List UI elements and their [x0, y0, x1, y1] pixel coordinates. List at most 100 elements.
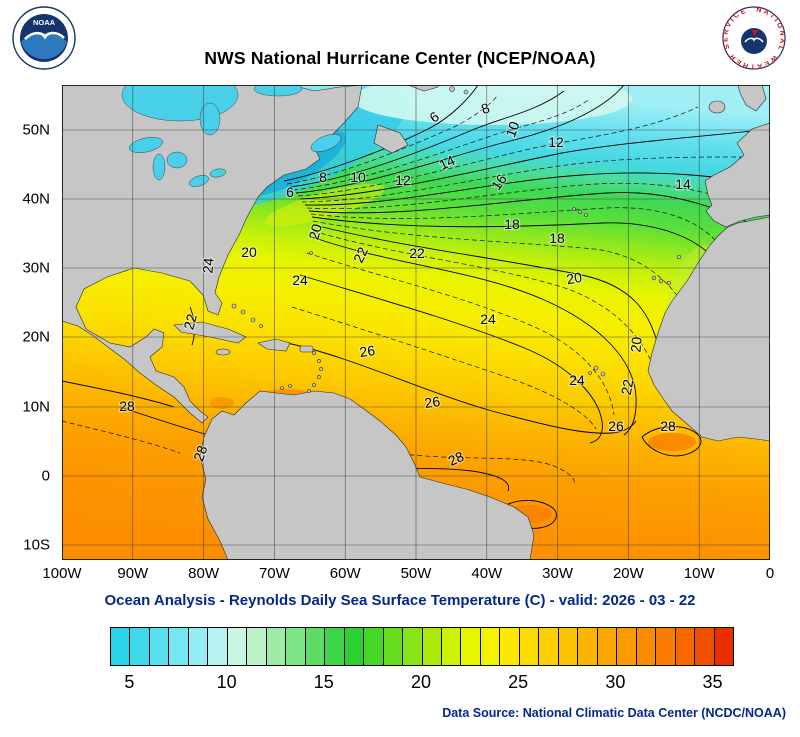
- temperature-colorbar: [110, 627, 734, 666]
- noaa-logo-wave: [21, 33, 67, 60]
- seagull-icon: [744, 37, 764, 43]
- x-axis-tick-10W: 10W: [683, 565, 715, 582]
- nws-logo-flash: [752, 30, 758, 37]
- colorbar-cell: [558, 628, 579, 665]
- colorbar-tick-5: 5: [124, 672, 135, 692]
- colorbar-tick-20: 20: [410, 672, 432, 692]
- contour-label: 22: [618, 378, 636, 396]
- colorbar-tick-25: 25: [508, 672, 529, 692]
- contour-label: 22: [350, 244, 371, 265]
- y-axis-tick-40N: 40N: [22, 190, 50, 208]
- islands: [173, 85, 726, 393]
- colorbar-cell: [188, 628, 209, 665]
- grid-lines: [62, 85, 770, 560]
- page-title: NWS National Hurricane Center (NCEP/NOAA…: [204, 48, 596, 68]
- nws-logo-icon: NATIONAL WEATHER SERVICE: [722, 6, 786, 70]
- colorbar-tick-15: 15: [313, 672, 334, 692]
- contour-label: 20: [305, 222, 325, 241]
- colorbar-cell: [675, 628, 696, 665]
- colorbar-tick-10: 10: [216, 672, 237, 692]
- colorbar-cell: [597, 628, 618, 665]
- colorbar-cell: [111, 628, 131, 665]
- colorbar-cell: [169, 628, 189, 665]
- colorbar-cell: [130, 628, 150, 665]
- x-axis-tick-20W: 20W: [612, 565, 644, 582]
- contour-label: 22: [180, 312, 200, 331]
- colorbar-cell: [519, 628, 540, 665]
- colorbar-cell: [500, 628, 520, 665]
- contour-label: 12: [548, 134, 564, 150]
- colorbar-cell: [149, 628, 170, 665]
- y-axis-tick-30N: 30N: [22, 259, 50, 277]
- contour-label: 8: [319, 169, 327, 185]
- y-axis-tick-50N: 50N: [22, 121, 50, 139]
- nws-logo: NATIONAL WEATHER SERVICE: [722, 6, 786, 70]
- contour-label: 14: [675, 176, 691, 192]
- y-axis-tick-10S: 10S: [23, 536, 50, 554]
- x-axis-tick-40W: 40W: [471, 565, 503, 582]
- land-south-america: [199, 390, 535, 560]
- x-axis-tick-0: 0: [765, 565, 775, 582]
- contour-label: 6: [286, 184, 294, 200]
- colorbar-cell: [286, 628, 306, 665]
- x-axis-tick-50W: 50W: [400, 565, 432, 582]
- colorbar-tick-30: 30: [605, 672, 626, 692]
- colorbar-cell: [383, 628, 404, 665]
- colorbar-cell: [305, 628, 326, 665]
- latitude-axis: 50N 40N 30N 20N 10N 0 10S: [0, 0, 56, 737]
- contour-label: 22: [409, 245, 425, 261]
- data-source: Data Source: National Climatic Data Cent…: [442, 706, 786, 720]
- x-axis-tick-70W: 70W: [258, 565, 290, 582]
- isotherm-contours-dashed: [62, 94, 763, 486]
- colorbar-cell: [461, 628, 481, 665]
- colorbar-cell: [656, 628, 676, 665]
- x-axis-tick-100W: 100W: [42, 565, 82, 582]
- lakes-and-bays: [121, 85, 342, 187]
- colorbar-cell: [403, 628, 423, 665]
- y-axis-tick-20N: 20N: [22, 328, 50, 346]
- contour-label: 26: [608, 418, 624, 434]
- contour-label: 28: [119, 398, 135, 414]
- colorbar-cell: [325, 628, 345, 665]
- colorbar-cell: [636, 628, 657, 665]
- x-axis-tick-30W: 30W: [542, 565, 574, 582]
- contour-label: 18: [549, 230, 565, 246]
- x-axis-tick-90W: 90W: [117, 565, 149, 582]
- colorbar-cell: [695, 628, 715, 665]
- x-axis-tick-60W: 60W: [329, 565, 361, 582]
- seagull-icon: [24, 31, 65, 40]
- colorbar-cell: [266, 628, 287, 665]
- colorbar-cell: [441, 628, 462, 665]
- contour-label: 10: [350, 169, 366, 185]
- sst-map: 6 8 10 12 14 16 6 8 10 12 14 18 18 20 20 22 22 24 24 20 22 24…: [62, 85, 770, 560]
- map-caption: Ocean Analysis - Reynolds Daily Sea Surf…: [104, 592, 696, 609]
- contour-label: 28: [190, 443, 210, 463]
- colorbar-cell: [364, 628, 384, 665]
- contour-label: 24: [480, 311, 496, 327]
- contour-label: 24: [292, 272, 308, 288]
- noaa-logo-icon: NOAA: [12, 6, 76, 70]
- contour-label: 28: [445, 448, 466, 469]
- colorbar-tick-labels: 5 10 15 20 25 30 35: [110, 672, 732, 698]
- noaa-logo: NOAA: [12, 6, 76, 70]
- longitude-axis: 100W 90W 80W 70W 60W 50W 40W 30W 20W 10W 0: [42, 565, 774, 587]
- contour-label: 18: [504, 216, 520, 232]
- contour-label: 12: [395, 172, 411, 188]
- colorbar-cell: [247, 628, 267, 665]
- colorbar-cell: [344, 628, 365, 665]
- colorbar-cell: [714, 628, 733, 665]
- y-axis-tick-0: 0: [41, 467, 50, 485]
- colorbar-cell: [578, 628, 598, 665]
- contour-label: 28: [660, 418, 676, 434]
- colorbar-cell: [539, 628, 559, 665]
- contour-label: 10: [502, 119, 522, 139]
- colorbar-cell: [422, 628, 442, 665]
- contour-label: 26: [423, 393, 441, 411]
- colorbar-cell: [227, 628, 248, 665]
- contour-label: 20: [565, 269, 583, 287]
- contour-label: 24: [199, 257, 216, 274]
- colorbar-cell: [208, 628, 228, 665]
- y-axis-tick-10N: 10N: [22, 398, 50, 416]
